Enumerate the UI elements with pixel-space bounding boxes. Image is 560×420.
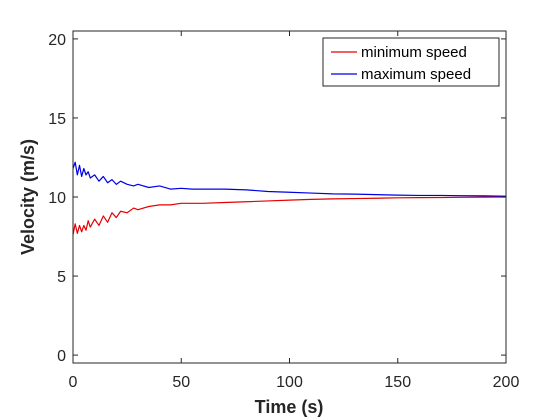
series-layer — [72, 161, 507, 236]
legend: minimum speed maximum speed — [322, 37, 500, 87]
x-axis-title: Time (s) — [255, 397, 324, 417]
y-tick-label: 15 — [48, 111, 66, 128]
x-tick-label: 100 — [276, 374, 303, 391]
y-tick-label: 0 — [57, 348, 66, 365]
x-tick-label: 0 — [69, 374, 78, 391]
x-tick-label: 200 — [493, 374, 520, 391]
legend-box — [322, 37, 500, 87]
series-line-minimum-speed — [72, 196, 507, 236]
y-tick-label: 5 — [57, 269, 66, 286]
y-tick-label: 20 — [48, 32, 66, 49]
y-axis-title: Velocity (m/s) — [18, 139, 38, 255]
y-tick-label: 10 — [48, 190, 66, 207]
x-tick-label: 50 — [172, 374, 190, 391]
legend-label-minimum-speed: minimum speed — [361, 44, 467, 61]
ticks-layer: 0 50 100 150 200 0 5 10 15 20 — [48, 31, 519, 391]
series-line-maximum-speed — [72, 161, 507, 197]
x-tick-label: 150 — [384, 374, 411, 391]
legend-label-maximum-speed: maximum speed — [361, 66, 471, 83]
